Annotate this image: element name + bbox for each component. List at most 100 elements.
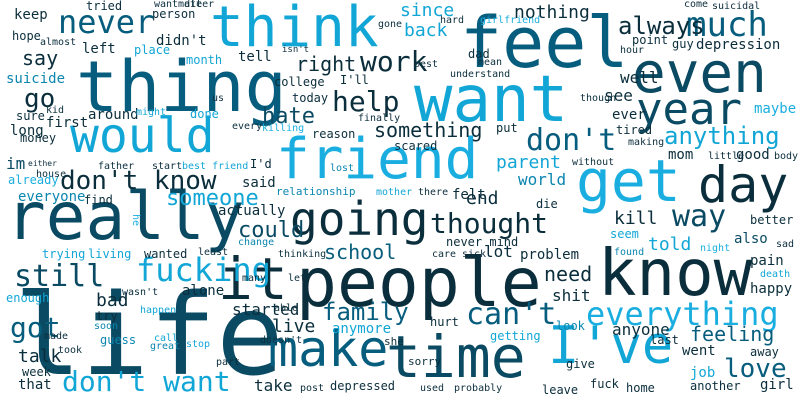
word-cloud-term: trying — [42, 247, 86, 261]
word-cloud-term: hurt — [430, 315, 459, 329]
word-cloud-term: person — [152, 7, 196, 21]
word-cloud-term: gone — [378, 19, 403, 30]
word-cloud-term: day — [698, 156, 789, 214]
word-cloud-term: fucking — [136, 251, 271, 289]
word-cloud-term: guess — [100, 333, 137, 347]
word-cloud-term: really — [6, 178, 245, 255]
word-cloud-term: made — [44, 331, 69, 342]
word-cloud-term: killing — [262, 123, 305, 134]
word-cloud-term: getting — [490, 329, 541, 343]
word-cloud-term: probably — [454, 383, 503, 394]
word-cloud-term: suicide — [6, 71, 66, 87]
word-cloud-term: im — [6, 154, 26, 173]
word-cloud-term: make — [268, 320, 389, 378]
word-cloud-term: felt — [452, 187, 486, 203]
word-cloud-term: ever — [612, 107, 646, 123]
word-cloud-term: fuck — [590, 377, 619, 391]
word-cloud-term: school — [324, 240, 397, 264]
word-cloud-term: even — [632, 41, 767, 106]
word-cloud-term: hour — [620, 45, 645, 56]
word-cloud-term: leave — [542, 383, 579, 397]
word-cloud-term: found — [614, 247, 645, 258]
word-cloud-term: shit — [552, 286, 591, 305]
word-cloud-term: don't want — [62, 365, 231, 398]
word-cloud-term: best — [414, 59, 439, 70]
word-cloud-term: mom — [668, 147, 694, 163]
word-cloud-term: lost — [330, 163, 355, 174]
word-cloud-term: sure — [16, 109, 45, 123]
word-cloud-term: understand — [450, 69, 511, 80]
word-cloud-term: though — [580, 93, 617, 104]
word-cloud-term: depressed — [330, 379, 396, 393]
word-cloud-term: also — [734, 231, 768, 247]
word-cloud-term: hate — [262, 104, 315, 129]
word-cloud-term: well — [620, 68, 659, 87]
word-cloud-term: he — [130, 214, 141, 227]
word-cloud-term: know — [598, 237, 753, 311]
word-cloud-term: relationship — [276, 185, 356, 198]
word-cloud-term: there — [418, 187, 449, 198]
word-cloud-term: someone — [166, 186, 259, 211]
word-cloud-term: month — [186, 53, 223, 67]
word-cloud-term: think — [210, 0, 379, 60]
word-cloud-term: isn't — [282, 45, 310, 55]
word-cloud-term: care — [432, 249, 457, 260]
word-cloud-term: year — [636, 84, 742, 135]
word-cloud-term: tired — [616, 123, 653, 137]
word-cloud-term: never — [58, 3, 155, 41]
word-cloud-term: little — [708, 151, 745, 162]
word-cloud-term: want die — [154, 0, 203, 10]
word-cloud-term: start — [152, 161, 183, 172]
word-cloud-term: went — [682, 343, 716, 359]
word-cloud-term: going — [290, 192, 429, 246]
word-cloud-term: anything — [664, 122, 780, 150]
word-cloud-term: anymore — [332, 321, 392, 337]
word-cloud-term: left — [82, 41, 116, 57]
word-cloud-term: die — [536, 197, 558, 211]
word-cloud-term: maybe — [754, 101, 797, 117]
word-cloud-term: point — [632, 33, 669, 47]
word-cloud-term: tried — [86, 0, 123, 13]
word-cloud-term: home — [626, 381, 655, 395]
word-cloud-term: didn't — [156, 33, 207, 49]
word-cloud-term: suicidal — [712, 1, 761, 12]
word-cloud-term: want — [414, 63, 569, 137]
word-cloud-term: either — [28, 159, 57, 168]
word-cloud-term: find — [84, 193, 113, 207]
word-cloud-term: around — [88, 107, 139, 123]
word-cloud-term: night — [700, 243, 731, 254]
word-cloud-term: better — [750, 213, 794, 227]
word-cloud-term: us — [212, 93, 225, 104]
word-cloud-term: used — [420, 383, 445, 394]
word-cloud-term: last — [650, 333, 679, 347]
word-cloud-term: good — [736, 147, 770, 163]
word-cloud-term: hope — [12, 29, 41, 43]
word-cloud-term: try — [96, 309, 118, 323]
word-cloud-term: first — [46, 115, 89, 131]
word-cloud-term: change — [238, 237, 275, 248]
word-cloud-term: many — [242, 273, 267, 284]
word-cloud-term: doesn't — [260, 335, 303, 346]
word-cloud-term: pain — [750, 253, 784, 269]
word-cloud-term: making — [628, 137, 665, 148]
word-cloud-term: live — [272, 316, 316, 337]
word-cloud-term: something — [374, 118, 483, 142]
word-cloud-term: told — [648, 234, 692, 255]
word-cloud-term: help — [332, 85, 400, 118]
word-cloud-term: enough — [6, 291, 50, 305]
word-cloud-term: today — [292, 91, 329, 105]
word-cloud-term: love — [724, 354, 787, 384]
word-cloud-term: best friend — [182, 161, 249, 172]
word-cloud-term: don't — [526, 123, 617, 158]
word-cloud-term: would — [70, 108, 215, 164]
word-cloud-term: everyone — [18, 189, 86, 205]
word-cloud-term: let — [288, 273, 307, 284]
word-cloud-term: place — [134, 43, 171, 57]
word-cloud-term: almost — [40, 37, 77, 48]
word-cloud-term: never mind — [446, 235, 519, 249]
word-cloud-term: people — [296, 244, 542, 323]
word-cloud-term: house — [36, 169, 67, 180]
word-cloud-term: put — [496, 121, 518, 135]
word-cloud-term: stop — [186, 339, 211, 350]
word-cloud-term: always — [618, 12, 705, 40]
